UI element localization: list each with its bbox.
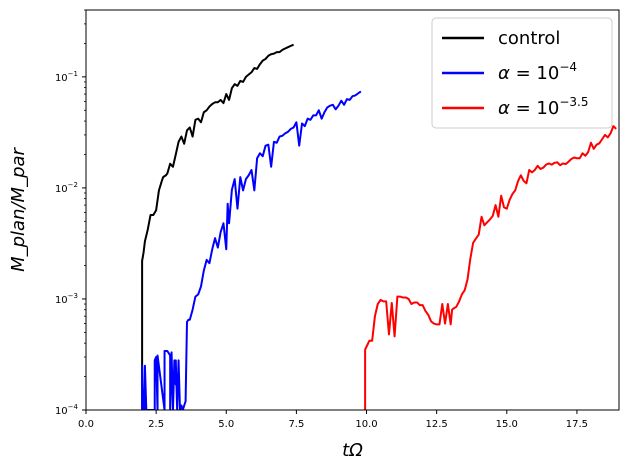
x-tick-label: 2.5 [148, 419, 164, 430]
legend: control α = 10−4 α = 10−3.5 [431, 17, 613, 129]
y-tick-label: 10−3 [55, 292, 78, 306]
x-tick-label: 7.5 [288, 419, 304, 430]
y-tick-label: 10−2 [55, 181, 78, 195]
y-axis-label: M_plan/M_par [8, 146, 29, 271]
x-axis: 0.0 2.5 5.0 7.5 10.0 12.5 15.0 17.5 [78, 410, 588, 430]
y-tick-label: 10−4 [55, 403, 79, 417]
x-tick-label: 17.5 [566, 419, 588, 430]
x-tick-label: 12.5 [426, 419, 448, 430]
x-tick-label: 15.0 [496, 419, 518, 430]
plot-area [85, 9, 620, 411]
y-axis: 10−4 10−3 10−2 10−1 [55, 9, 86, 417]
legend-label-1: α = 10−4 [498, 60, 577, 84]
legend-box [431, 17, 613, 129]
x-axis-label: tΩ [342, 440, 363, 461]
legend-label-2: α = 10−3.5 [498, 95, 588, 119]
axes-frame [85, 9, 620, 411]
x-tick-label: 0.0 [78, 419, 94, 430]
series-line-2 [364, 125, 617, 410]
legend-label-0: control [498, 28, 560, 49]
x-tick-label: 10.0 [355, 419, 377, 430]
series-line-0 [141, 43, 294, 410]
y-tick-label: 10−1 [55, 70, 78, 84]
x-tick-label: 5.0 [218, 419, 234, 430]
series-line-1 [141, 90, 362, 410]
